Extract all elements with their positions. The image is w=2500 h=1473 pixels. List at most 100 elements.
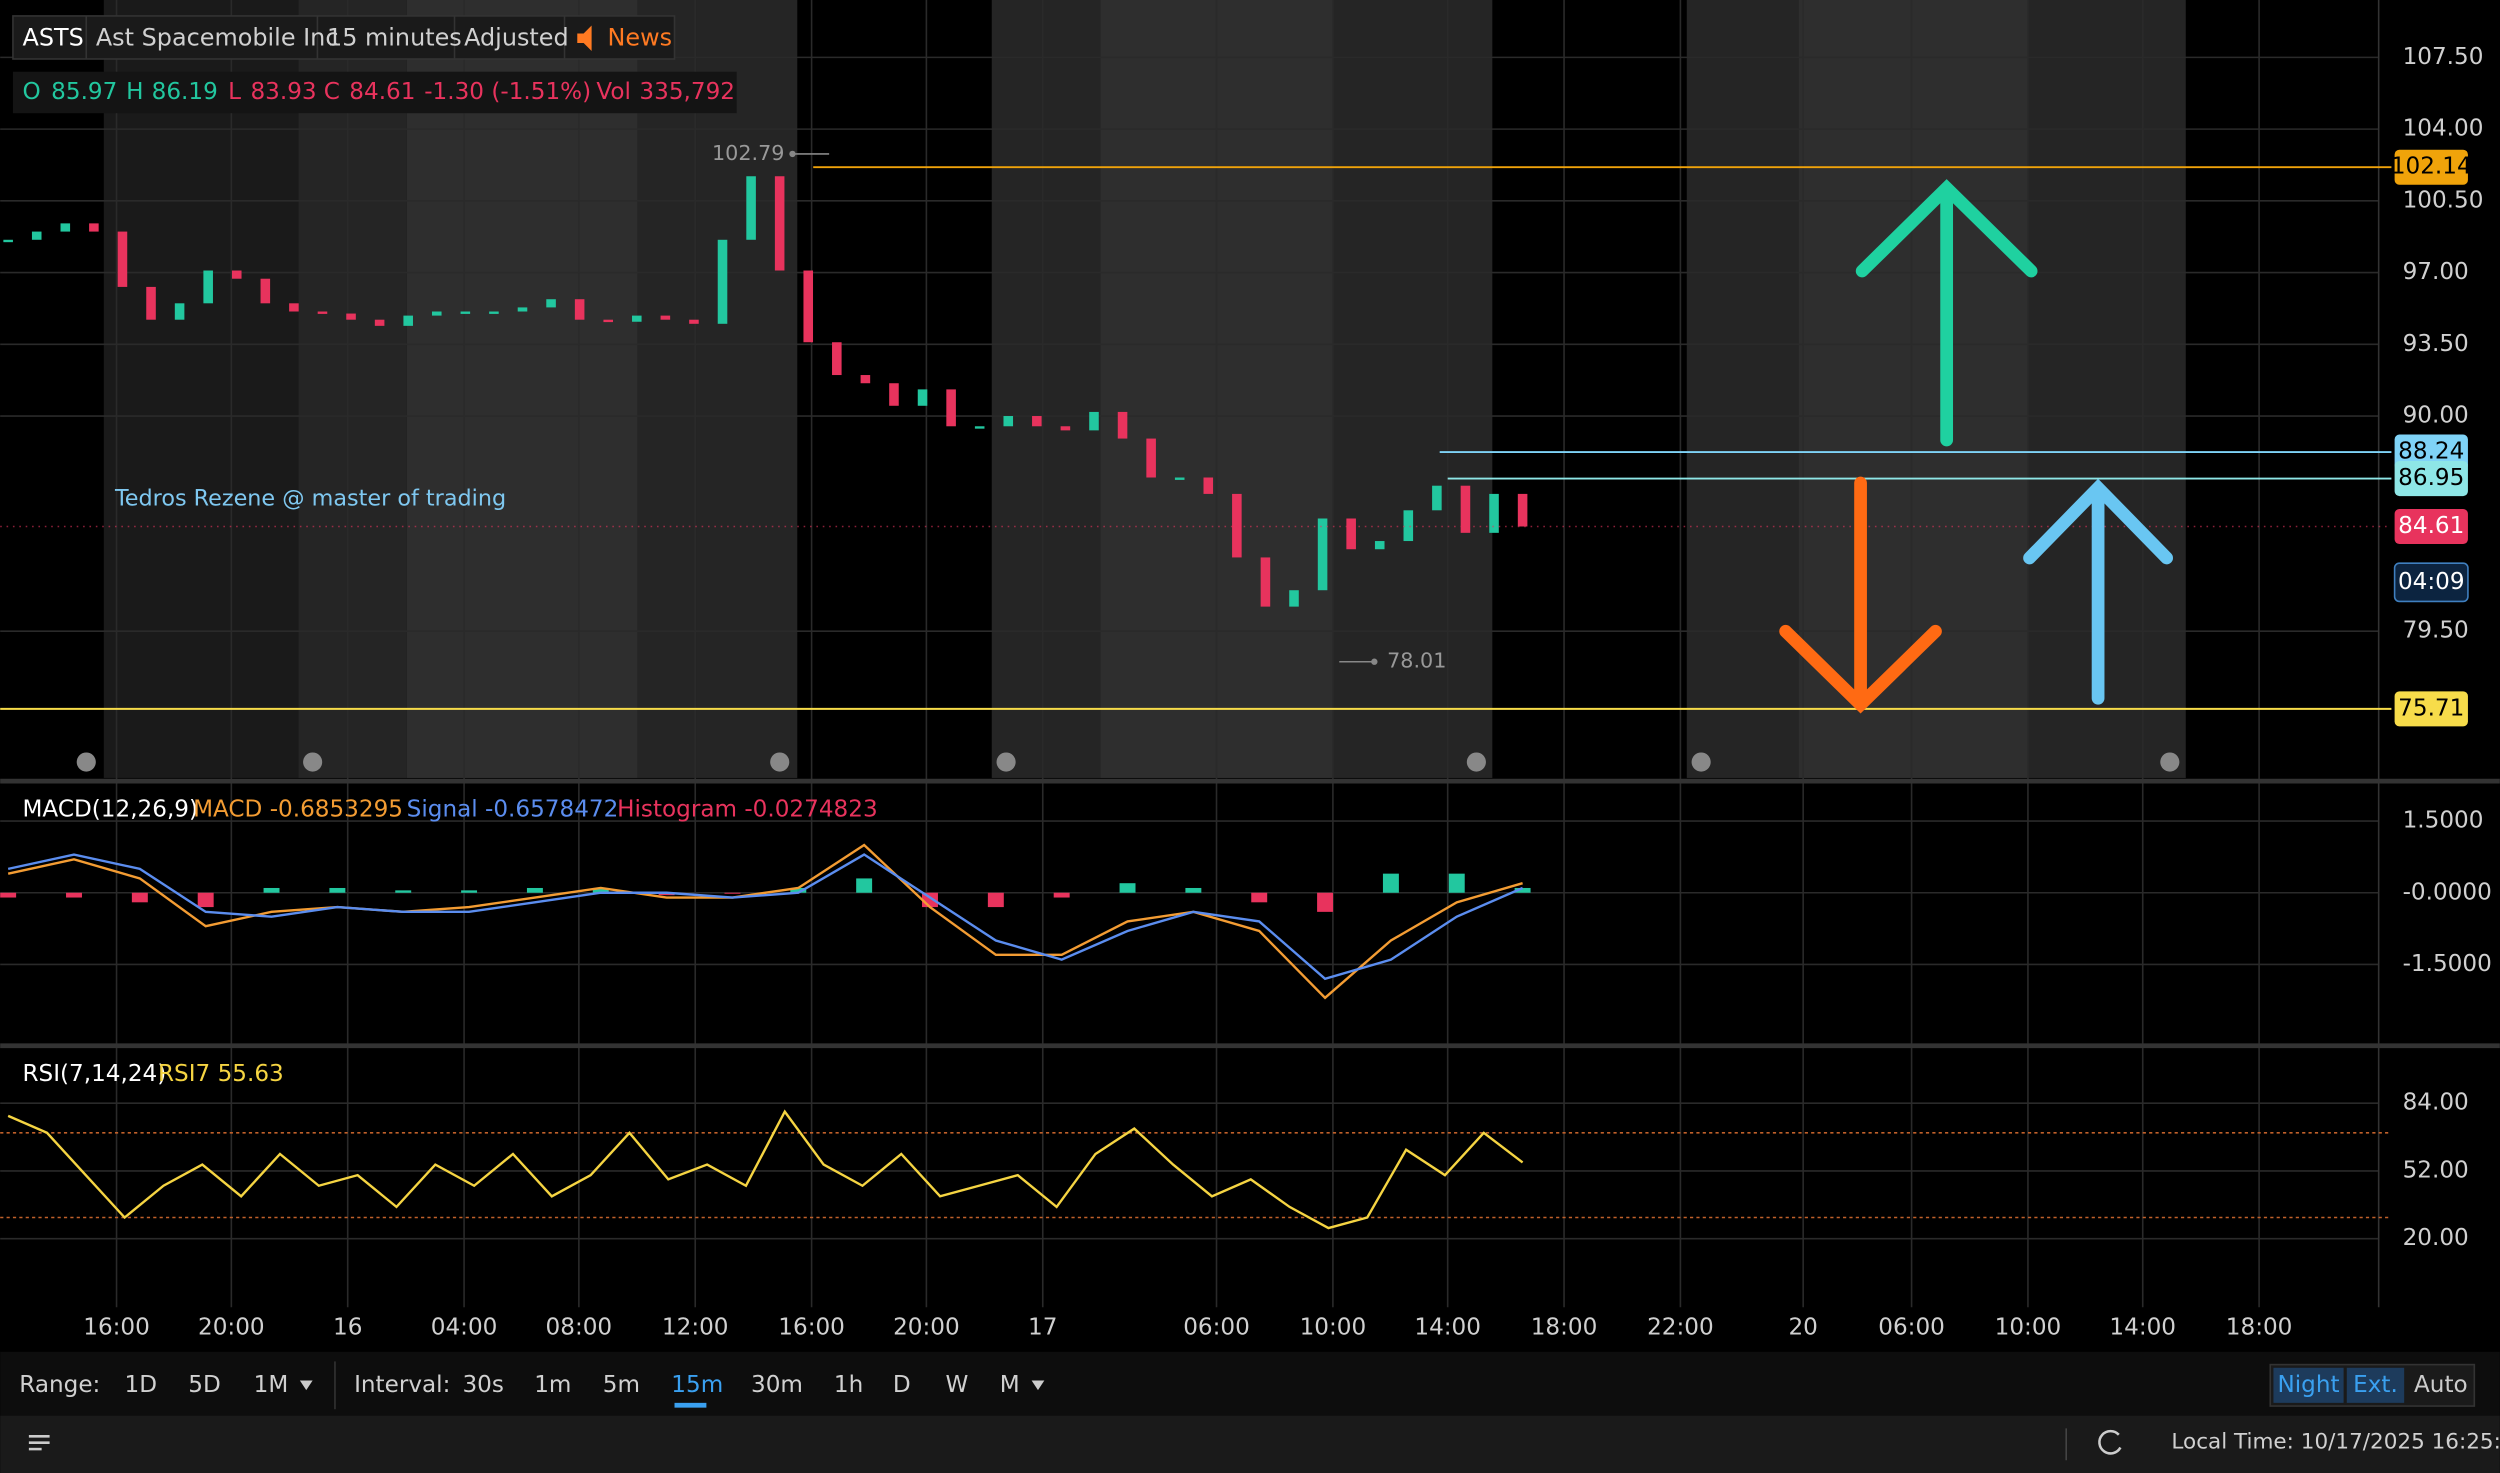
rsi-line xyxy=(7,1109,1524,1230)
level-badge xyxy=(2394,149,2468,185)
range-button[interactable]: 5D xyxy=(188,1372,221,1398)
low: 83.93 xyxy=(250,79,316,105)
marker-label: 102.79 xyxy=(712,141,784,165)
price-axis-bg xyxy=(2378,0,2500,1308)
mode-button[interactable]: Auto xyxy=(2414,1372,2468,1398)
level-label: 88.24 xyxy=(2398,439,2464,465)
news[interactable]: News xyxy=(608,23,673,51)
candle xyxy=(1232,493,1242,558)
volume-label: Vol xyxy=(596,79,631,105)
x-tick-label: 16 xyxy=(333,1314,362,1340)
candle xyxy=(146,286,156,320)
histogram-bar xyxy=(1448,873,1465,893)
mode-button[interactable]: Ext. xyxy=(2353,1372,2398,1398)
interval-button[interactable]: 15m xyxy=(671,1372,723,1398)
candle xyxy=(460,311,471,314)
marker-dot xyxy=(1371,658,1378,665)
candle xyxy=(1374,541,1385,550)
band xyxy=(406,0,638,778)
refresh-icon[interactable] xyxy=(2098,1429,2122,1455)
interval-button[interactable]: 30m xyxy=(751,1372,803,1398)
volume: 335,792 xyxy=(639,79,735,105)
candle xyxy=(1517,493,1528,527)
histogram-bar xyxy=(1251,892,1268,903)
mode-button[interactable]: Night xyxy=(2277,1372,2339,1398)
level-label: 86.95 xyxy=(2398,465,2464,491)
level-badge xyxy=(2394,434,2468,470)
x-tick-label: 18:00 xyxy=(2226,1314,2293,1340)
signal-line xyxy=(7,853,1524,981)
candle xyxy=(1289,590,1299,607)
candle xyxy=(1489,493,1499,533)
candle xyxy=(632,315,642,322)
histogram-bar xyxy=(131,892,148,903)
interval-button[interactable]: W xyxy=(946,1372,969,1398)
y-tick-label: 79.50 xyxy=(2403,618,2469,644)
candle xyxy=(1317,518,1328,591)
dropdown-icon[interactable] xyxy=(1031,1380,1045,1391)
candle xyxy=(1460,485,1471,533)
candle xyxy=(860,375,871,384)
dropdown-icon[interactable] xyxy=(299,1380,313,1391)
candle xyxy=(1146,438,1156,478)
histogram-bar xyxy=(263,887,280,893)
band xyxy=(637,0,798,778)
histogram-bar xyxy=(1119,883,1136,893)
x-tick-label: 17 xyxy=(1028,1314,1057,1340)
candle xyxy=(203,270,213,304)
candle xyxy=(774,176,785,271)
candle xyxy=(60,223,71,232)
x-tick-label: 22:00 xyxy=(1647,1314,1714,1340)
interval-button[interactable]: D xyxy=(893,1372,911,1398)
mode-active[interactable] xyxy=(2273,1367,2344,1403)
signal-value: Signal -0.6578472 xyxy=(407,796,619,822)
candle xyxy=(546,299,556,308)
grid xyxy=(0,0,2379,1308)
histogram-bar xyxy=(1317,892,1334,912)
candle xyxy=(374,319,385,326)
moon-icon xyxy=(303,752,323,772)
candle xyxy=(574,299,585,320)
last-price-label: 84.61 xyxy=(2398,513,2464,539)
candle xyxy=(3,239,13,243)
menu-icon[interactable] xyxy=(28,1435,50,1451)
band xyxy=(298,0,407,778)
interval-button[interactable]: 5m xyxy=(603,1372,640,1398)
interval-button[interactable]: 30s xyxy=(462,1372,503,1398)
rsi-title: RSI(7,14,24) xyxy=(22,1061,166,1087)
range-button[interactable]: 1M xyxy=(254,1372,289,1398)
toolbar xyxy=(0,1351,2500,1416)
histogram-bar xyxy=(1185,887,1202,893)
adjustment[interactable]: Adjusted xyxy=(464,23,569,51)
session-icons xyxy=(76,752,2180,772)
session-bands xyxy=(103,0,2186,778)
x-tick-label: 06:00 xyxy=(1183,1314,1250,1340)
histogram-bar xyxy=(461,890,478,893)
marker-label: 78.01 xyxy=(1387,649,1446,673)
symbol[interactable]: ASTS xyxy=(22,23,83,51)
candle xyxy=(403,315,413,326)
moon-icon xyxy=(996,752,1016,772)
candle xyxy=(346,313,356,320)
histogram-bar xyxy=(1382,873,1399,893)
interval-button[interactable]: 1m xyxy=(534,1372,571,1398)
candle xyxy=(174,303,185,320)
interval-button[interactable]: 1h xyxy=(834,1372,863,1398)
interval[interactable]: 15 minutes xyxy=(327,23,462,51)
range-button[interactable]: 1D xyxy=(125,1372,158,1398)
interval-button[interactable]: M xyxy=(1000,1372,1020,1398)
candle xyxy=(1032,416,1042,427)
candle xyxy=(317,311,328,314)
plot xyxy=(0,150,2392,1230)
candle xyxy=(803,270,814,343)
mode-active[interactable] xyxy=(2346,1367,2405,1403)
x-tick-label: 20:00 xyxy=(893,1314,960,1340)
histogram-bar xyxy=(592,887,609,893)
open: 85.97 xyxy=(51,79,117,105)
x-tick-label: 20:00 xyxy=(198,1314,265,1340)
y-tick-label: 90.00 xyxy=(2403,403,2469,429)
level-badge xyxy=(2394,460,2468,497)
y-tick-label: 20.00 xyxy=(2403,1225,2469,1251)
candle xyxy=(689,319,699,324)
